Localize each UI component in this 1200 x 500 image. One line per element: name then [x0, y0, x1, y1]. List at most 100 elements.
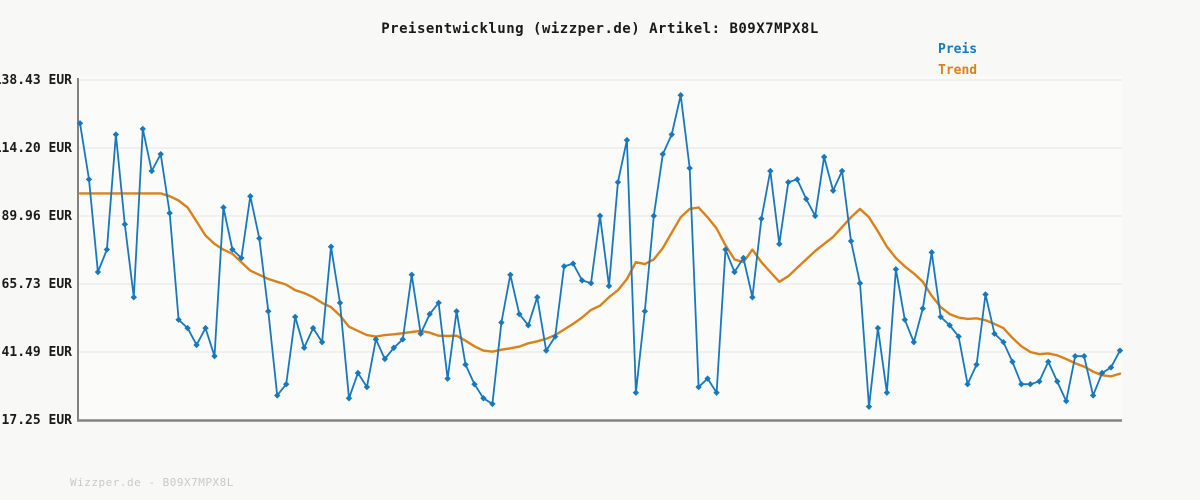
price-point-marker: [193, 341, 200, 349]
price-point-marker: [166, 209, 173, 217]
price-point-marker: [856, 280, 864, 287]
price-point-marker: [238, 254, 245, 262]
price-point-marker: [363, 383, 371, 391]
price-point-marker: [695, 383, 702, 391]
price-point-marker: [300, 344, 308, 351]
price-point-marker: [623, 136, 631, 144]
price-point-marker: [1071, 352, 1079, 360]
price-point-marker: [130, 294, 137, 301]
price-point-marker: [175, 316, 182, 323]
price-point-marker: [309, 324, 317, 332]
price-point-marker: [560, 263, 568, 270]
price-point-marker: [76, 120, 84, 127]
price-point-marker: [211, 352, 218, 360]
price-point-marker: [381, 355, 389, 363]
price-point-marker: [256, 235, 263, 242]
price-point-marker: [803, 195, 810, 203]
price-point-marker: [847, 237, 855, 245]
price-point-marker: [1027, 381, 1034, 388]
price-point-marker: [587, 280, 595, 287]
price-point-marker: [471, 381, 478, 388]
price-point-marker: [399, 336, 406, 343]
price-point-marker: [202, 324, 209, 332]
price-point-marker: [964, 381, 971, 388]
price-point-marker: [372, 336, 380, 343]
price-point-marker: [874, 324, 882, 332]
y-axis-tick-label: 65.73 EUR: [2, 277, 73, 292]
trend-line: [78, 192, 1122, 378]
price-point-marker: [354, 369, 362, 377]
y-axis-tick-label: 114.20 EUR: [0, 141, 72, 156]
price-point-marker: [274, 392, 281, 399]
price-point-marker: [318, 338, 326, 346]
price-point-marker: [426, 310, 433, 318]
y-axis-tick-label: 89.96 EUR: [2, 209, 73, 224]
price-point-marker: [534, 294, 541, 301]
y-axis-tick-label: 41.49 EUR: [2, 345, 73, 360]
price-point-marker: [820, 153, 828, 161]
price-point-marker: [713, 389, 720, 396]
price-point-marker: [919, 305, 926, 312]
price-point-marker: [1009, 358, 1016, 365]
legend-item-preis: Preis: [938, 42, 978, 57]
price-point-marker: [1116, 347, 1124, 354]
price-point-marker: [1000, 338, 1007, 346]
price-point-marker: [444, 375, 451, 382]
price-point-marker: [121, 221, 129, 228]
price-point-marker: [327, 243, 335, 250]
price-point-marker: [103, 246, 111, 253]
price-point-marker: [569, 260, 577, 267]
price-point-marker: [883, 389, 891, 396]
price-point-marker: [139, 125, 146, 133]
price-point-marker: [390, 344, 397, 351]
price-point-marker: [650, 212, 657, 220]
price-point-marker: [345, 395, 353, 402]
price-point-marker: [148, 167, 155, 175]
price-point-marker: [605, 282, 613, 290]
price-point-marker: [85, 176, 93, 183]
chart-title: Preisentwicklung (wizzper.de) Artikel: B…: [381, 21, 819, 37]
price-point-marker: [94, 268, 102, 276]
price-point-marker: [265, 308, 272, 315]
price-point-marker: [838, 167, 846, 175]
price-point-marker: [758, 215, 765, 222]
price-point-marker: [632, 389, 640, 396]
price-point-marker: [677, 92, 684, 99]
price-point-marker: [785, 179, 792, 186]
price-point-marker: [1018, 381, 1025, 388]
price-point-marker: [731, 268, 738, 276]
price-point-marker: [525, 322, 532, 329]
price-point-marker: [1089, 392, 1097, 399]
price-point-marker: [1054, 378, 1061, 385]
price-point-marker: [1036, 378, 1043, 385]
price-point-marker: [928, 249, 935, 256]
price-point-marker: [829, 187, 837, 194]
price-point-marker: [184, 324, 191, 332]
price-point-marker: [417, 330, 424, 337]
price-point-marker: [659, 150, 666, 158]
price-point-marker: [686, 164, 693, 172]
price-point-marker: [551, 333, 559, 340]
price-point-marker: [1063, 397, 1070, 405]
price-point-marker: [229, 246, 236, 253]
price-point-marker: [1045, 358, 1052, 365]
price-point-marker: [901, 316, 909, 323]
watermark-text: Wizzper.de - B09X7MPX8L: [70, 476, 234, 489]
price-point-marker: [749, 294, 756, 301]
price-point-marker: [1098, 369, 1106, 377]
price-point-marker: [462, 361, 469, 368]
price-point-marker: [543, 347, 550, 354]
chart-legend: Preis Trend: [938, 39, 977, 81]
price-point-marker: [516, 310, 523, 318]
price-point-marker: [668, 131, 675, 138]
price-point-marker: [220, 204, 227, 211]
price-point-marker: [1080, 352, 1088, 360]
price-point-marker: [578, 277, 586, 284]
price-point-marker: [408, 271, 415, 279]
plot-area: [78, 76, 1122, 420]
y-axis-tick-label: 138.43 EUR: [0, 73, 72, 88]
y-axis-tick-label: 17.25 EUR: [2, 413, 73, 428]
price-point-marker: [946, 322, 953, 329]
price-point-marker: [892, 265, 900, 273]
